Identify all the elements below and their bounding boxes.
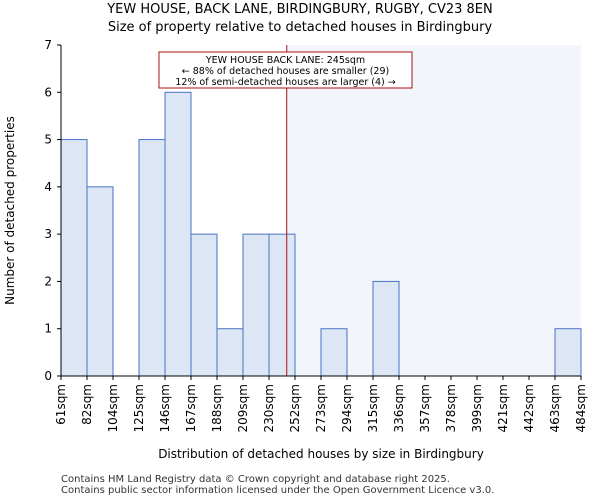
x-tick-label: 463sqm bbox=[548, 384, 562, 432]
x-tick-label: 252sqm bbox=[288, 384, 302, 432]
annotation-property-size: YEW HOUSE BACK LANE: 245sqm bbox=[205, 55, 365, 66]
x-tick-label: 61sqm bbox=[54, 384, 68, 425]
x-tick-label: 294sqm bbox=[340, 384, 354, 432]
x-tick-label: 378sqm bbox=[444, 384, 458, 432]
x-tick-label: 167sqm bbox=[184, 384, 198, 432]
histogram-bar bbox=[216, 328, 244, 377]
histogram-bar bbox=[554, 328, 582, 377]
x-tick-label: 399sqm bbox=[470, 384, 484, 432]
y-tick-label: 4 bbox=[44, 180, 52, 194]
y-tick-label: 0 bbox=[44, 369, 52, 383]
footer-copyright: Contains HM Land Registry data © Crown c… bbox=[61, 474, 450, 485]
histogram-bar bbox=[60, 139, 88, 377]
y-tick-label: 6 bbox=[44, 85, 52, 99]
annotation-larger-share: 12% of semi-detached houses are larger (… bbox=[175, 77, 395, 88]
x-tick-label: 273sqm bbox=[314, 384, 328, 432]
histogram-chart: 0 1 2 3 4 5 6 7 61sqm 82sqm 104sqm 125sqm 146sqm 167s… bbox=[3, 38, 588, 461]
histogram-bar bbox=[268, 233, 296, 377]
x-tick-label: 357sqm bbox=[418, 384, 432, 432]
x-tick-label: 146sqm bbox=[158, 384, 172, 432]
chart-subtitle: Size of property relative to detached ho… bbox=[107, 20, 493, 35]
x-tick-label: 82sqm bbox=[80, 384, 94, 425]
annotation-box bbox=[158, 51, 413, 89]
histogram-bar bbox=[372, 280, 400, 377]
x-tick-label: 336sqm bbox=[392, 384, 406, 432]
x-tick-label: 188sqm bbox=[210, 384, 224, 432]
x-tick-label: 442sqm bbox=[522, 384, 536, 432]
x-tick-label: 484sqm bbox=[574, 384, 588, 432]
y-tick-label: 2 bbox=[44, 274, 52, 288]
y-axis-label: Number of detached properties bbox=[3, 116, 17, 305]
footer-licence: Contains public sector information licen… bbox=[61, 485, 495, 496]
chart-title-line1: YEW HOUSE, BACK LANE, BIRDINGBURY, RUGBY… bbox=[107, 2, 493, 17]
y-tick-label: 1 bbox=[44, 322, 52, 336]
larger-region bbox=[286, 45, 581, 376]
histogram-bar bbox=[86, 186, 114, 377]
histogram-bar bbox=[320, 328, 348, 377]
x-tick-label: 315sqm bbox=[366, 384, 380, 432]
y-tick-label: 7 bbox=[44, 38, 52, 52]
histogram-bar bbox=[164, 91, 192, 377]
x-tick-label: 230sqm bbox=[262, 384, 276, 432]
x-tick-label: 125sqm bbox=[132, 384, 146, 432]
x-tick-label: 421sqm bbox=[496, 384, 510, 432]
x-tick-label: 209sqm bbox=[236, 384, 250, 432]
histogram-bar bbox=[190, 233, 218, 377]
y-tick-label: 5 bbox=[44, 133, 52, 147]
histogram-bar bbox=[242, 233, 270, 377]
x-tick-label: 104sqm bbox=[106, 384, 120, 432]
x-axis-label: Distribution of detached houses by size … bbox=[158, 447, 484, 461]
y-tick-label: 3 bbox=[44, 227, 52, 241]
histogram-bar bbox=[138, 139, 166, 377]
annotation-smaller-share: ← 88% of detached houses are smaller (29… bbox=[182, 66, 389, 77]
